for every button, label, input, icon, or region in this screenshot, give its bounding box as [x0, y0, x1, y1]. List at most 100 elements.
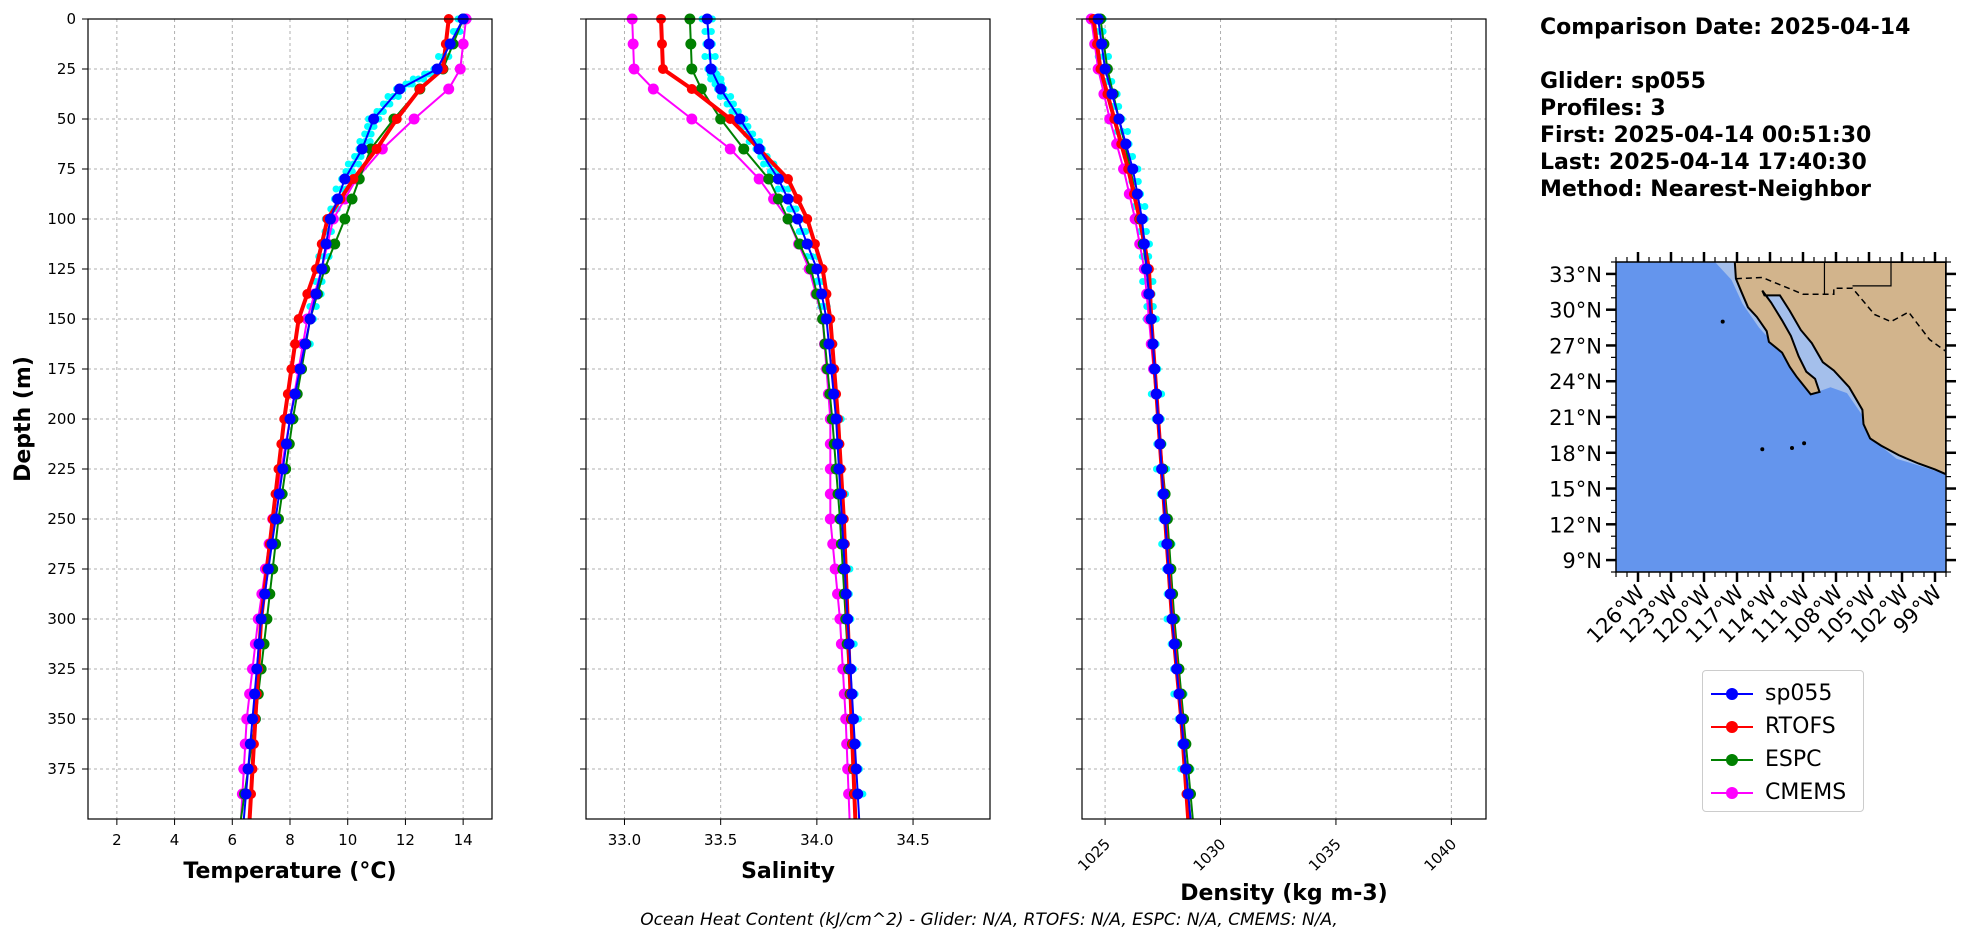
- data-point-sp055: [299, 338, 311, 350]
- data-point-cmems: [647, 83, 659, 95]
- data-point-rtofs: [802, 214, 813, 224]
- x-tick-label: 1040: [1420, 835, 1460, 875]
- data-point-cmems: [457, 38, 469, 50]
- lat-tick-label: 33°N: [1549, 263, 1602, 287]
- y-tick-label: 25: [57, 60, 76, 78]
- data-point-rtofs: [290, 339, 301, 349]
- lat-tick-label: 30°N: [1549, 299, 1602, 323]
- panel-2: 33.0 33.5 34.0 34.5 Salinity: [580, 13, 991, 884]
- lat-tick-label: 12°N: [1549, 513, 1602, 537]
- lat-tick-label: 24°N: [1549, 370, 1602, 394]
- legend: sp055 RTOFS ESPC CMEMS: [1702, 670, 1864, 812]
- data-point-sp055: [1154, 438, 1166, 450]
- data-point-rtofs: [371, 144, 382, 154]
- data-point-sp055: [828, 388, 840, 400]
- data-point-sp055: [255, 613, 267, 625]
- data-point-sp055: [310, 288, 322, 300]
- data-point-sp055: [1180, 763, 1192, 775]
- glider-raw-point: [707, 75, 715, 83]
- legend-item-espc: ESPC: [1711, 743, 1855, 776]
- data-point-espc: [339, 213, 351, 225]
- data-point-sp055: [270, 513, 282, 525]
- data-point-sp055: [240, 788, 252, 800]
- glider-name: Glider: sp055: [1540, 69, 1706, 94]
- data-point-sp055: [1138, 238, 1150, 250]
- lat-tick-label: 27°N: [1549, 334, 1602, 358]
- data-point-sp055: [849, 738, 861, 750]
- y-tick-label: 350: [47, 710, 76, 728]
- series-sp055: [1092, 13, 1194, 820]
- data-point-cmems: [443, 83, 455, 95]
- data-point-cmems: [628, 63, 640, 75]
- island: [1802, 441, 1807, 446]
- glider-raw-point: [356, 138, 364, 145]
- data-point-sp055: [703, 38, 715, 50]
- data-point-sp055: [839, 563, 851, 575]
- data-point-cmems: [724, 143, 736, 155]
- data-point-sp055: [847, 713, 859, 725]
- data-point-sp055: [1168, 638, 1180, 650]
- country-border: [1735, 276, 1946, 353]
- y-tick-label: 0: [66, 10, 76, 28]
- glider-raw-profiles: [698, 15, 867, 798]
- x-tick-label: 8: [285, 831, 295, 849]
- x-tick-label: 33.0: [608, 831, 641, 849]
- data-point-espc: [346, 193, 358, 205]
- lat-tick-label: 21°N: [1549, 406, 1602, 430]
- data-point-rtofs: [293, 314, 304, 324]
- data-point-sp055: [825, 363, 837, 375]
- data-point-sp055: [1182, 788, 1194, 800]
- data-point-sp055: [262, 563, 274, 575]
- glider-raw-point: [344, 160, 352, 168]
- data-point-sp055: [843, 638, 855, 650]
- data-point-sp055: [320, 238, 332, 250]
- data-point-rtofs: [656, 39, 667, 49]
- x-tick-label: 33.5: [704, 831, 737, 849]
- x-axis-label: Salinity: [741, 859, 835, 884]
- data-point-rtofs: [657, 64, 668, 74]
- data-point-sp055: [259, 588, 271, 600]
- glider-raw-point: [701, 53, 709, 60]
- data-point-sp055: [833, 463, 845, 475]
- legend-label: sp055: [1765, 681, 1833, 706]
- lat-tick-label: 15°N: [1549, 478, 1602, 502]
- data-point-sp055: [251, 663, 263, 675]
- data-point-sp055: [324, 213, 336, 225]
- data-point-sp055: [1171, 663, 1183, 675]
- data-point-sp055: [253, 638, 265, 650]
- series-cmems: [236, 13, 472, 820]
- series-rtofs: [246, 14, 454, 820]
- data-point-sp055: [823, 338, 835, 350]
- data-point-sp055: [1156, 463, 1168, 475]
- x-tick-label: 12: [396, 831, 415, 849]
- lat-tick-label: 18°N: [1549, 442, 1602, 466]
- y-tick-label: 250: [47, 510, 76, 528]
- data-point-rtofs: [725, 114, 736, 124]
- y-tick-label: 300: [47, 610, 76, 628]
- ohc-footer: Ocean Heat Content (kJ/cm^2) - Glider: N…: [640, 910, 1338, 930]
- data-point-sp055: [842, 613, 854, 625]
- y-tick-label: 50: [57, 110, 76, 128]
- data-point-sp055: [1163, 563, 1175, 575]
- glider-raw-point: [366, 138, 374, 145]
- data-point-rtofs: [302, 289, 313, 299]
- data-point-espc: [715, 113, 727, 125]
- island: [1760, 447, 1765, 452]
- x-tick-label: 14: [454, 831, 473, 849]
- data-point-sp055: [1113, 113, 1125, 125]
- data-point-sp055: [444, 38, 456, 50]
- data-point-sp055: [280, 438, 292, 450]
- data-point-sp055: [294, 363, 306, 375]
- series-cmems: [626, 13, 855, 820]
- x-tick-label: 2: [112, 831, 122, 849]
- data-point-sp055: [1131, 188, 1143, 200]
- data-point-cmems: [827, 538, 839, 550]
- y-tick-label: 125: [47, 260, 76, 278]
- data-point-sp055: [832, 438, 844, 450]
- x-tick-label: 10: [338, 831, 357, 849]
- x-tick-label: 1025: [1074, 835, 1114, 875]
- data-point-sp055: [845, 663, 857, 675]
- data-point-sp055: [368, 113, 380, 125]
- glider-raw-point: [760, 160, 768, 168]
